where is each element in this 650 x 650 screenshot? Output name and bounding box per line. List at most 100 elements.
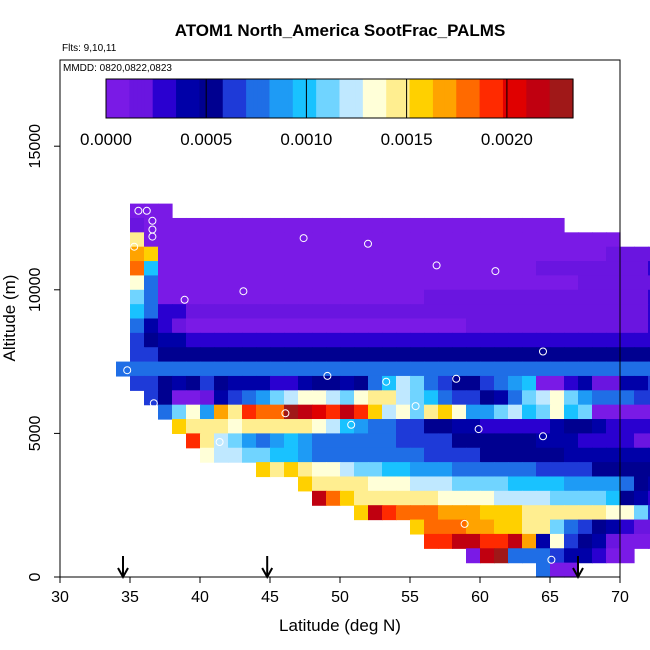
heatmap-cell <box>508 548 523 564</box>
colorbar-segment <box>288 79 294 118</box>
heatmap-cell <box>312 289 327 305</box>
heatmap-cell <box>354 332 369 348</box>
colorbar-segment <box>499 79 504 118</box>
heatmap-cell <box>298 419 313 434</box>
heatmap-cell <box>312 318 327 334</box>
heatmap-cell <box>242 289 257 305</box>
heatmap-cell <box>256 261 271 277</box>
heatmap-cell <box>564 404 579 420</box>
heatmap-cell <box>508 490 523 506</box>
heatmap-cell <box>312 476 327 492</box>
heatmap-cell <box>396 275 411 291</box>
heatmap-cell <box>172 217 187 233</box>
heatmap-cell <box>438 275 453 291</box>
heatmap-cell <box>452 462 467 478</box>
heatmap-cell <box>522 505 537 521</box>
heatmap-cell <box>186 404 201 420</box>
heatmap-cell <box>438 261 453 277</box>
heatmap-cell <box>592 304 607 320</box>
heatmap-cell <box>606 548 621 564</box>
heatmap-cell <box>522 318 537 334</box>
heatmap-cell <box>382 261 397 277</box>
x-tick-label: 45 <box>261 589 279 606</box>
heatmap-cells <box>116 203 650 578</box>
heatmap-cell <box>466 261 481 277</box>
flight-marker <box>411 402 420 411</box>
heatmap-cell <box>606 419 621 434</box>
heatmap-cell <box>466 275 481 291</box>
heatmap-cell <box>200 433 215 449</box>
heatmap-cell <box>578 261 593 277</box>
heatmap-cell <box>382 332 397 348</box>
heatmap-cell <box>214 332 229 348</box>
heatmap-cell <box>256 447 271 463</box>
heatmap-cell <box>228 304 243 320</box>
heatmap-cell <box>466 419 481 434</box>
colorbar-segment <box>417 79 422 118</box>
heatmap-cell <box>256 232 271 248</box>
heatmap-cell <box>312 261 327 277</box>
colorbar-segment <box>409 79 415 118</box>
heatmap-cell <box>172 390 187 406</box>
heatmap-cell <box>564 476 579 492</box>
heatmap-cell <box>494 447 509 463</box>
heatmap-cell <box>452 361 467 377</box>
heatmap-cell <box>438 289 453 305</box>
heatmap-cell <box>172 375 187 391</box>
heatmap-cell <box>200 347 215 363</box>
flight-marker <box>299 234 308 243</box>
heatmap-cell <box>410 304 425 320</box>
heatmap-cell <box>256 375 271 391</box>
heatmap-cell <box>634 433 649 449</box>
colorbar-segment <box>351 79 356 118</box>
colorbar-segment <box>487 79 492 118</box>
heatmap-cell <box>634 289 649 305</box>
heatmap-cell <box>592 490 607 506</box>
colorbar-segment <box>226 79 232 118</box>
heatmap-cell <box>186 390 201 406</box>
heatmap-cell <box>424 217 439 233</box>
heatmap-cell <box>466 490 481 506</box>
heatmap-cell <box>550 275 565 291</box>
heatmap-cell <box>410 275 425 291</box>
colorbar-segment <box>172 79 177 118</box>
heatmap-cell <box>284 462 299 478</box>
heatmap-cell <box>368 332 383 348</box>
heatmap-cell <box>368 476 383 492</box>
heatmap-cell <box>228 232 243 248</box>
colorbar-segment <box>292 79 298 118</box>
colorbar-segment <box>483 79 488 118</box>
heatmap-cell <box>396 462 411 478</box>
heatmap-cell <box>158 404 173 420</box>
heatmap-cell <box>620 332 635 348</box>
heatmap-cell <box>592 332 607 348</box>
heatmap-cell <box>144 275 159 291</box>
heatmap-cell <box>368 347 383 363</box>
heatmap-cell <box>438 332 453 348</box>
flight-marker <box>539 347 547 356</box>
heatmap-cell <box>144 361 159 377</box>
heatmap-cell <box>228 433 243 449</box>
heatmap-cell <box>522 519 537 535</box>
heatmap-cell <box>228 246 243 262</box>
heatmap-cell <box>284 232 299 248</box>
heatmap-cell <box>620 447 635 463</box>
heatmap-cell <box>340 275 355 291</box>
heatmap-cell <box>480 533 495 549</box>
heatmap-cell <box>424 304 439 320</box>
heatmap-cell <box>634 261 649 277</box>
heatmap-cell <box>270 232 285 248</box>
heatmap-cell <box>536 246 551 262</box>
flight-marker <box>432 261 441 270</box>
heatmap-cell <box>340 347 355 363</box>
heatmap-cell <box>340 361 355 377</box>
colorbar-segment <box>176 79 181 118</box>
heatmap-cell <box>592 433 607 449</box>
heatmap-cell <box>326 361 341 377</box>
heatmap-cell <box>550 246 565 262</box>
heatmap-cell <box>564 304 579 320</box>
heatmap-cell <box>242 447 257 463</box>
heatmap-cell <box>522 246 537 262</box>
heatmap-cell <box>522 375 537 391</box>
